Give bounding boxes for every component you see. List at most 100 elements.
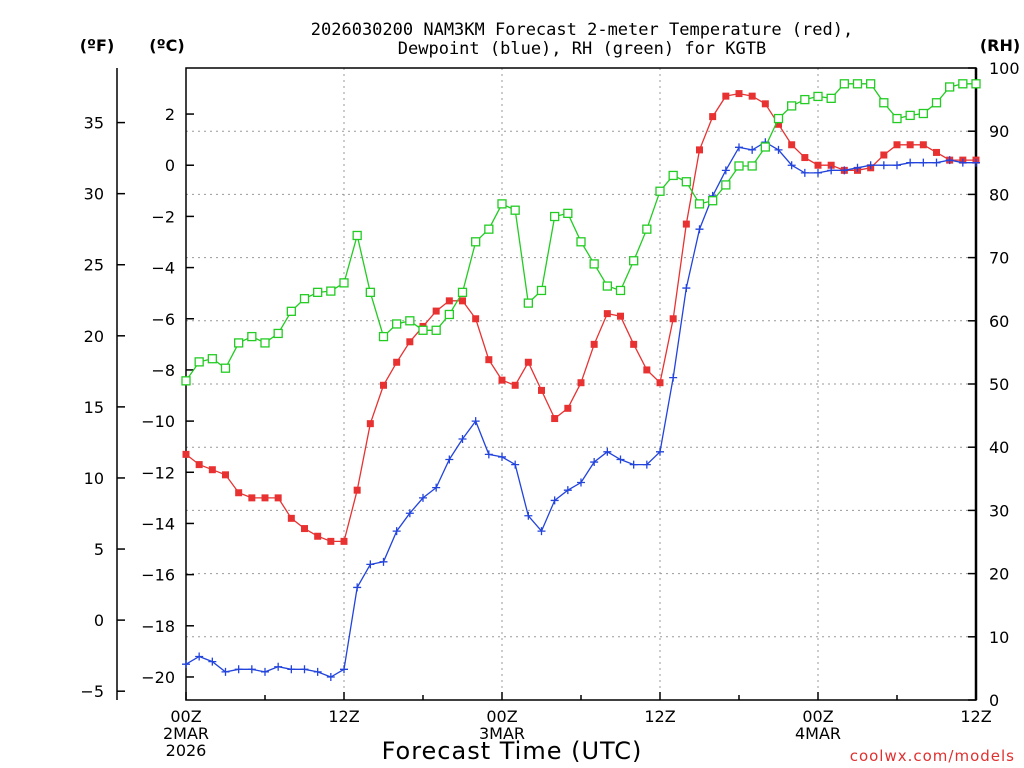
data-point xyxy=(774,145,783,154)
series-line xyxy=(185,83,976,382)
celsius-tick-label: −6 xyxy=(151,310,175,329)
celsius-unit-label: (ºC) xyxy=(149,36,184,55)
data-point xyxy=(261,494,269,502)
data-point xyxy=(933,148,940,156)
data-point xyxy=(695,225,704,234)
data-point xyxy=(906,158,915,167)
data-point xyxy=(432,483,441,492)
credit-text: coolwx.com/models xyxy=(850,747,1015,765)
fahrenheit-tick-label: 35 xyxy=(84,114,104,133)
data-point xyxy=(787,161,796,170)
data-point xyxy=(405,509,414,518)
data-point xyxy=(615,285,626,296)
fahrenheit-tick-label: 5 xyxy=(94,540,104,559)
data-point xyxy=(971,79,981,89)
data-point xyxy=(182,450,190,458)
data-point xyxy=(629,460,638,469)
data-point xyxy=(735,90,743,98)
data-point xyxy=(471,237,481,247)
time-tick-label: 00Z xyxy=(170,707,201,726)
celsius-tick-label: −8 xyxy=(151,361,175,380)
data-point xyxy=(550,496,559,505)
data-point xyxy=(195,652,204,661)
data-point xyxy=(392,319,402,329)
data-point xyxy=(668,170,678,181)
time-tick-label: 2MAR xyxy=(163,724,209,743)
time-tick-label: 4MAR xyxy=(795,724,841,743)
data-point xyxy=(853,163,862,172)
data-point xyxy=(524,511,533,520)
fahrenheit-tick-label: 0 xyxy=(94,611,104,630)
data-point xyxy=(694,199,705,209)
data-point xyxy=(603,447,612,456)
data-point xyxy=(181,376,191,386)
data-point xyxy=(274,662,283,671)
data-point xyxy=(945,156,954,165)
data-point xyxy=(432,307,440,315)
data-point xyxy=(235,489,243,497)
data-point xyxy=(564,404,572,412)
time-tick-label: 12Z xyxy=(328,707,359,726)
series-layer xyxy=(181,79,981,681)
data-point xyxy=(577,379,585,387)
data-point xyxy=(497,199,507,209)
celsius-tick-label: −2 xyxy=(151,207,175,226)
data-point xyxy=(919,141,927,149)
data-point xyxy=(814,168,822,177)
data-point xyxy=(393,358,401,366)
data-point xyxy=(775,120,782,128)
data-point xyxy=(484,450,493,459)
data-point xyxy=(523,298,533,308)
data-point xyxy=(406,338,414,346)
data-point xyxy=(366,420,374,428)
data-point xyxy=(550,211,560,222)
data-point xyxy=(893,161,901,170)
data-point xyxy=(194,357,204,367)
fahrenheit-tick-label: 10 xyxy=(84,469,104,488)
data-point xyxy=(958,79,968,89)
data-point xyxy=(326,672,335,681)
data-point xyxy=(392,527,401,536)
rh-tick-label: 90 xyxy=(989,122,1009,141)
data-point xyxy=(472,315,480,323)
data-point xyxy=(892,113,902,124)
data-point xyxy=(893,141,901,149)
data-point xyxy=(788,141,796,149)
data-point xyxy=(866,161,875,170)
data-point xyxy=(748,145,757,154)
data-point xyxy=(536,285,547,296)
celsius-tick-label: 0 xyxy=(165,156,175,175)
data-point xyxy=(708,196,718,206)
data-point xyxy=(787,101,797,111)
data-point xyxy=(839,79,849,89)
rh-tick-label: 40 xyxy=(989,438,1009,457)
data-point xyxy=(498,376,506,384)
data-point xyxy=(800,168,809,177)
data-point xyxy=(365,287,375,298)
data-point xyxy=(696,146,703,154)
data-point xyxy=(735,143,743,152)
data-point xyxy=(273,328,283,339)
data-point xyxy=(866,79,876,89)
data-point xyxy=(353,583,362,592)
data-point xyxy=(247,331,257,342)
data-point xyxy=(852,79,863,89)
data-point xyxy=(827,161,835,169)
data-point xyxy=(840,166,849,175)
data-point xyxy=(918,108,928,119)
data-point xyxy=(602,281,612,291)
fahrenheit-tick-label: −5 xyxy=(80,682,104,701)
data-point xyxy=(760,142,770,152)
data-point xyxy=(247,665,256,674)
data-point xyxy=(879,98,889,108)
data-point xyxy=(248,494,256,502)
fahrenheit-axis: 35 30 25 20 15 10 5 0 −5 xyxy=(80,114,125,701)
data-point xyxy=(972,158,980,167)
data-point xyxy=(734,161,744,171)
celsius-tick-label: −20 xyxy=(141,668,175,687)
data-point xyxy=(207,354,217,364)
data-point xyxy=(313,667,322,676)
data-point xyxy=(709,113,717,121)
